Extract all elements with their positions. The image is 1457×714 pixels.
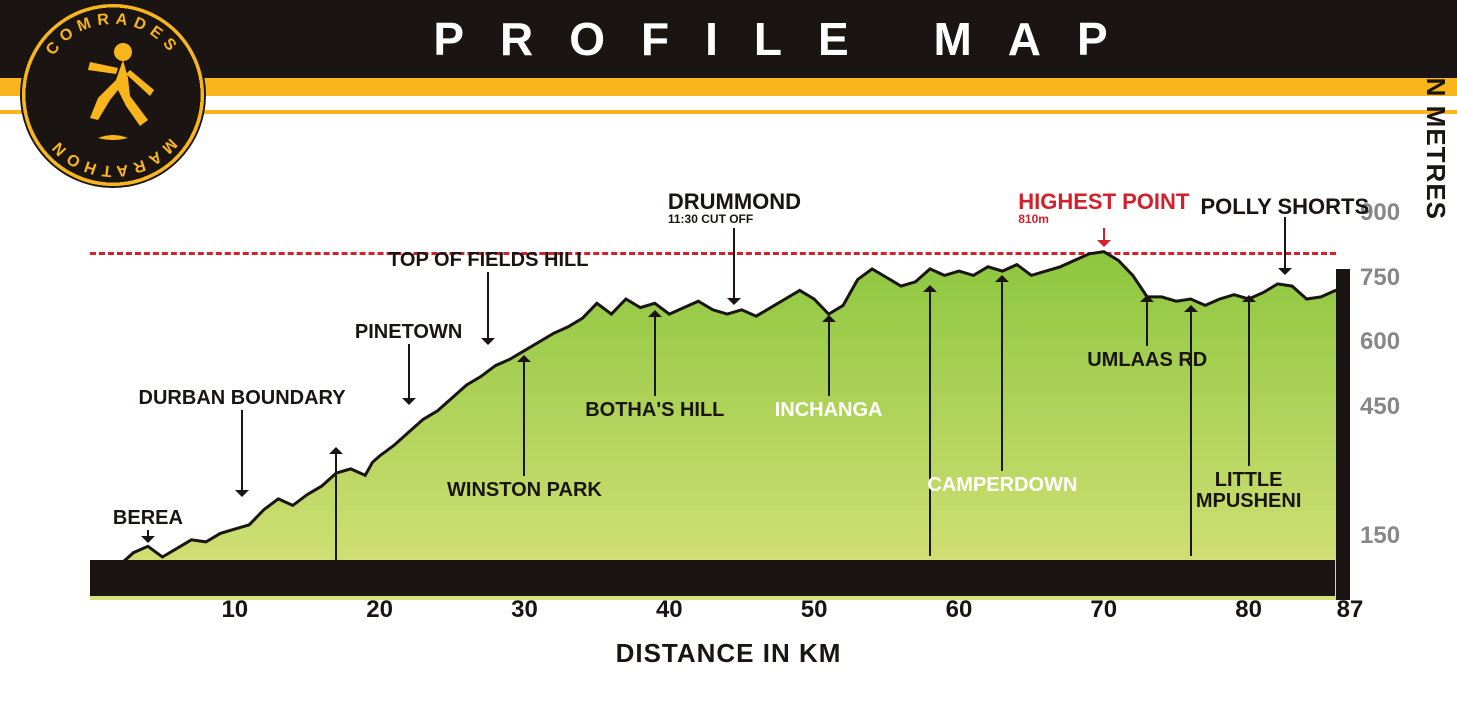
elevation-area (90, 170, 1350, 600)
annotation-arrow (1190, 310, 1192, 556)
x-tick: 70 (1090, 596, 1117, 624)
annotation-arrow (1001, 280, 1003, 471)
y-axis-label: HEIGHT IN METRES (1420, 0, 1451, 220)
annotation-label: BEREA (113, 508, 183, 529)
annotation-arrow (654, 315, 656, 396)
annotation-label: CATO RIDGE SUBWAY (822, 560, 1037, 581)
x-tick: 87 (1337, 596, 1364, 624)
annotation-arrow (523, 360, 525, 476)
annotation-arrow (1284, 217, 1286, 270)
annotation-arrow (487, 272, 489, 340)
annotation-arrow (241, 410, 243, 492)
elevation-chart (90, 170, 1350, 600)
right-axis-wall (1336, 269, 1350, 600)
x-tick: 30 (511, 596, 538, 624)
x-tick: 80 (1235, 596, 1262, 624)
annotation-label: PINETOWN (355, 322, 462, 343)
annotation-arrow (733, 228, 735, 300)
header-band-gold-thick (0, 78, 1457, 96)
annotation-label: WINSTON PARK (447, 480, 602, 501)
y-tick: 600 (1360, 328, 1400, 356)
annotation-arrow (828, 320, 830, 396)
y-tick: 150 (1360, 522, 1400, 550)
annotation-label: DRUMMOND11:30 CUT OFF (668, 190, 801, 213)
annotation-arrow (147, 530, 149, 538)
annotation-arrow (1103, 228, 1105, 242)
annotation-arrow (408, 344, 410, 400)
annotation-label: TUMBLE INN (1129, 560, 1252, 581)
annotation-label: LITTLEMPUSHENI (1196, 470, 1302, 512)
page-title: PROFILE MAP (0, 0, 1457, 78)
annotation-arrow (335, 452, 337, 561)
y-tick: 450 (1360, 393, 1400, 421)
x-tick: 20 (366, 596, 393, 624)
annotation-label: POLLY SHORTS (1200, 195, 1369, 218)
annotation-arrow (1146, 300, 1148, 346)
medal-text-ring: COMRADES MARATHON (22, 4, 204, 186)
x-axis-label: DISTANCE IN KM (0, 638, 1457, 669)
annotation-label: BOTHA'S HILL (585, 400, 724, 421)
header-band-white (0, 96, 1457, 110)
y-tick: 750 (1360, 264, 1400, 292)
comrades-medallion: COMRADES MARATHON (22, 4, 204, 186)
annotation-arrow (1248, 300, 1250, 466)
profile-map: PROFILE MAP COMRADES MARATHON (0, 0, 1457, 714)
x-tick: 60 (946, 596, 973, 624)
x-tick: 10 (221, 596, 248, 624)
svg-text:COMRADES: COMRADES (43, 11, 183, 59)
annotation-label: TOP OF FIELDS HILL (388, 250, 588, 271)
header-band-gold-thin (0, 110, 1457, 114)
annotation-label: CAMPERDOWN (927, 475, 1077, 496)
annotation-label: DURBAN BOUNDARY (139, 388, 346, 409)
annotation-label: COWIE'S HILL (268, 565, 404, 586)
annotation-label: HIGHEST POINT810m (1018, 190, 1189, 213)
annotation-arrow (929, 290, 931, 556)
x-tick: 40 (656, 596, 683, 624)
annotation-label: INCHANGA (775, 400, 883, 421)
x-tick: 50 (801, 596, 828, 624)
